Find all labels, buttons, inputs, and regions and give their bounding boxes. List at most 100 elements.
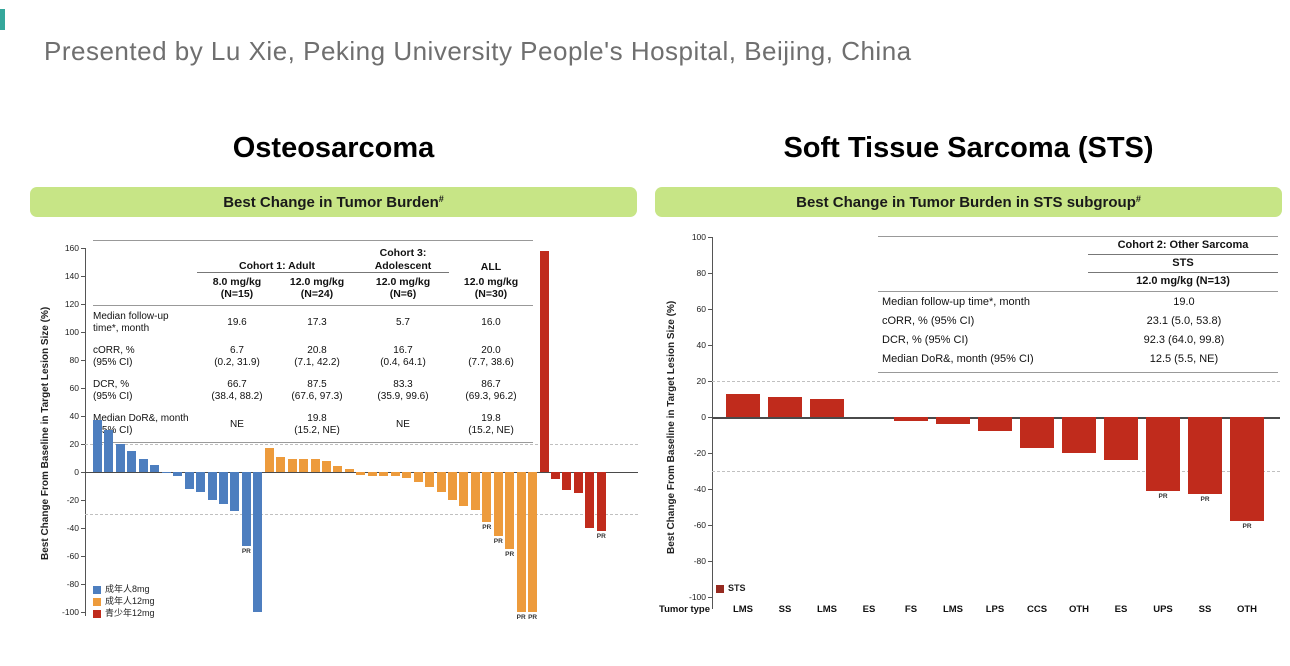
waterfall-bar xyxy=(1104,417,1138,461)
y-tick-mark xyxy=(81,388,85,389)
y-tick-mark xyxy=(708,309,712,310)
waterfall-bar xyxy=(1062,417,1096,453)
y-tick-label: 60 xyxy=(696,304,706,314)
cohort1-header: Cohort 1: Adult xyxy=(197,260,357,273)
waterfall-bar xyxy=(241,472,251,547)
waterfall-bar xyxy=(1146,417,1180,491)
y-tick-label: 100 xyxy=(691,232,706,242)
y-tick-label: 160 xyxy=(64,243,79,253)
waterfall-bar xyxy=(596,472,606,531)
sts-title: Soft Tissue Sarcoma (STS) xyxy=(783,132,1154,164)
tumor-type-tick: SS xyxy=(1198,604,1212,615)
tumor-type-tick: LMS xyxy=(942,604,964,615)
y-tick-label: -100 xyxy=(61,607,79,617)
response-label: PR xyxy=(596,532,606,540)
chart-legend: STS xyxy=(716,583,746,596)
waterfall-bar xyxy=(173,472,183,477)
waterfall-bar xyxy=(413,472,423,482)
waterfall-bar xyxy=(333,466,343,472)
dose-header-12mg-all: 12.0 mg/kg (N=30) xyxy=(463,275,519,300)
waterfall-bar xyxy=(436,472,446,492)
osteosarcoma-stats-table: Cohort 1: Adult Cohort 3: Adolescent ALL… xyxy=(93,240,533,443)
waterfall-bar xyxy=(1188,417,1222,495)
y-tick-mark xyxy=(708,597,712,598)
banner-text: Best Change in Tumor Burden in STS subgr… xyxy=(796,193,1136,211)
y-tick-label: -20 xyxy=(693,448,706,458)
tumor-type-tick: SS xyxy=(778,604,792,615)
y-tick-label: 60 xyxy=(69,383,79,393)
response-label: PR xyxy=(516,614,526,621)
waterfall-bar xyxy=(459,472,469,506)
y-tick-label: 80 xyxy=(696,268,706,278)
y-tick-label: 100 xyxy=(64,327,79,337)
osteosarcoma-title: Osteosarcoma xyxy=(232,132,435,164)
waterfall-bar xyxy=(322,460,331,472)
y-tick-label: 20 xyxy=(696,376,706,386)
y-tick-mark xyxy=(81,416,85,417)
waterfall-bar xyxy=(310,459,320,472)
y-tick-label: 20 xyxy=(69,439,79,449)
y-tick-label: 40 xyxy=(69,411,79,421)
legend-label: 成年人8mg xyxy=(105,584,150,594)
table-row: cORR, % (95% CI) 6.7 (0.2, 31.9) 20.8 (7… xyxy=(93,345,514,368)
response-label: PR xyxy=(241,548,251,556)
cohort2-header: Cohort 2: Other Sarcoma xyxy=(1088,237,1278,256)
response-label: PR xyxy=(528,614,538,621)
dose-header-12mg-adolescent: 12.0 mg/kg (N=6) xyxy=(375,275,431,300)
threshold-line xyxy=(712,381,1280,382)
sts-subheader: STS xyxy=(1088,255,1278,274)
table-row: Median DoR&, month (95% CI) 12.5 (5.5, N… xyxy=(882,353,1219,366)
y-tick-label: -60 xyxy=(66,551,79,561)
waterfall-bar xyxy=(402,472,412,478)
waterfall-bar xyxy=(138,459,148,472)
sts-banner: Best Change in Tumor Burden in STS subgr… xyxy=(655,187,1282,217)
response-label: PR xyxy=(505,551,515,558)
table-row: DCR, % (95% CI) 92.3 (64.0, 99.8) xyxy=(882,334,1225,347)
chart-legend: 成年人8mg 成年人12mg 青少年12mg xyxy=(93,584,155,621)
waterfall-bar xyxy=(264,448,274,472)
y-tick-label: 80 xyxy=(69,355,79,365)
waterfall-bar xyxy=(528,472,538,612)
osteosarcoma-banner: Best Change in Tumor Burden # xyxy=(30,187,637,217)
y-tick-mark xyxy=(81,556,85,557)
legend-swatch xyxy=(93,597,101,606)
y-tick-mark xyxy=(81,304,85,305)
y-tick-mark xyxy=(708,525,712,526)
waterfall-bar xyxy=(810,399,844,417)
waterfall-bar xyxy=(425,472,435,488)
waterfall-bar xyxy=(726,393,760,417)
legend-item: STS xyxy=(716,583,746,594)
waterfall-bar xyxy=(1230,417,1264,522)
y-tick-mark xyxy=(81,332,85,333)
threshold-line xyxy=(712,471,1280,472)
y-tick-mark xyxy=(81,276,85,277)
legend-label: 成年人12mg xyxy=(105,595,155,606)
waterfall-bar xyxy=(470,472,480,510)
waterfall-bar xyxy=(936,417,970,425)
y-tick-mark xyxy=(708,345,712,346)
waterfall-bar xyxy=(562,472,572,491)
waterfall-bar xyxy=(447,472,457,500)
waterfall-bar xyxy=(276,456,286,472)
legend-item: 成年人12mg xyxy=(93,595,155,607)
waterfall-bar xyxy=(493,472,503,537)
waterfall-bar xyxy=(104,430,114,472)
sts-waterfall-chart: Cohort 2: Other Sarcoma STS 12.0 mg/kg (… xyxy=(659,232,1284,632)
response-label: PR xyxy=(493,538,503,546)
waterfall-bar xyxy=(93,420,102,472)
threshold-line xyxy=(85,444,638,445)
waterfall-bar xyxy=(585,472,595,528)
y-tick-label: 0 xyxy=(74,467,79,477)
y-tick-mark xyxy=(708,381,712,382)
waterfall-bar xyxy=(115,444,125,472)
table-row: Median follow-up time*, month 19.0 xyxy=(882,296,1195,309)
tumor-type-tick: OTH xyxy=(1068,604,1090,615)
waterfall-bar xyxy=(390,472,400,477)
y-tick-label: -100 xyxy=(688,592,706,602)
y-tick-mark xyxy=(81,612,85,613)
tumor-type-tick: LPS xyxy=(985,604,1005,615)
waterfall-bar xyxy=(207,472,217,500)
legend-swatch xyxy=(93,585,101,594)
table-row: DCR, % (95% CI) 66.7 (38.4, 88.2) 87.5 (… xyxy=(93,379,517,402)
table-row: Median DoR&, month (95% CI) NE 19.8 (15.… xyxy=(93,413,514,436)
